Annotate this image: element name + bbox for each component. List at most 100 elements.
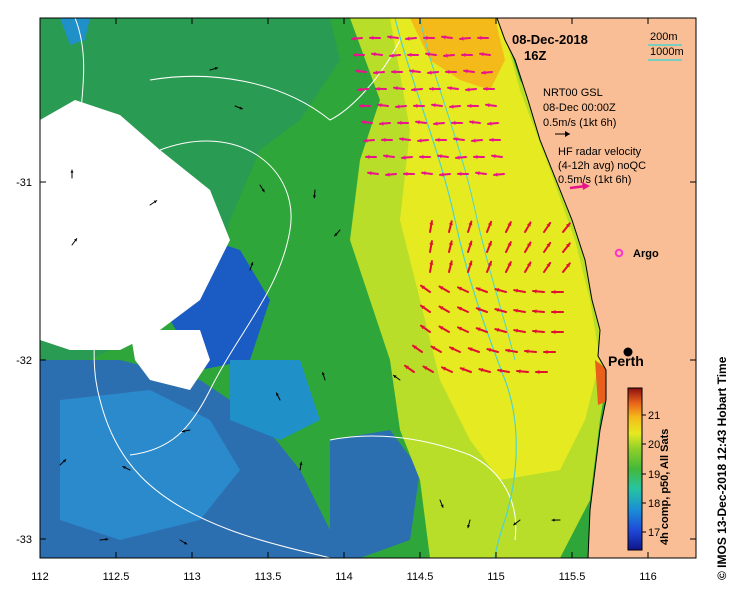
radar-arrow [485,103,497,108]
radar-legend-line3: 0.5m/s (1kt 6h) [558,174,631,186]
radar-arrow [505,221,512,233]
model-arrow [70,169,74,179]
radar-arrow [381,137,393,143]
radar-arrow [473,154,485,160]
cloud-gap-west [40,100,230,350]
radar-arrow [435,137,447,143]
radar-arrow [455,155,467,160]
radar-arrow [429,220,434,233]
radar-arrow [439,172,451,177]
isobath-200-label: 200m [650,31,678,43]
radar-arrow [371,52,383,57]
model-arrow [467,519,471,529]
perth-marker [623,347,633,357]
radar-arrow [487,121,499,126]
radar-arrow [429,240,434,253]
radar-arrow [562,242,571,253]
radar-arrow [467,240,473,253]
radar-arrow [562,262,571,273]
argo-label: Argo [633,248,659,260]
radar-arrow [415,120,427,125]
radar-arrow [505,241,512,253]
radar-arrow [486,260,493,273]
model-arrow [334,229,341,237]
zone-cyan [230,360,320,440]
x-tick-label: 115 [487,571,505,583]
date-label: 08-Dec-2018 [512,32,588,47]
isobath-1000m-north [149,39,401,121]
radar-arrow [369,35,381,41]
radar-arrow [401,155,413,160]
radar-arrow [377,103,389,108]
radar-arrow [438,325,450,333]
x-tick-label: 112 [31,571,49,583]
model-arrow [122,465,131,471]
colorbar-ticks: 17 18 19 20 21 [642,410,660,539]
radar-arrow [359,103,371,109]
radar-legend-line1: HF radar velocity [558,146,642,158]
x-tick-label: 113.5 [255,571,282,583]
radar-arrow [471,138,483,143]
plot-frame [39,17,697,559]
colorbar-tick-label: 19 [648,469,660,481]
model-legend-line2: 08-Dec 00:00Z [543,102,616,114]
model-arrow [513,519,521,526]
radar-arrow [361,120,373,125]
model-arrow [71,238,78,246]
x-tick-label: 113 [183,571,201,583]
radar-arrow [478,367,491,373]
radar-arrow [353,52,365,58]
radar-arrow [505,348,518,353]
radar-arrow [457,286,469,293]
radar-arrow [437,154,449,159]
radar-arrow [457,171,469,177]
radar-arrow [409,69,421,74]
radar-arrow [493,172,505,177]
radar-arrow [417,138,429,143]
colorbar-tick-label: 17 [648,527,660,539]
radar-arrow [532,289,545,294]
model-arrow [299,461,303,471]
radar-arrow [562,222,571,233]
perth-label: Perth [608,353,644,369]
radar-arrow [419,154,431,160]
radar-arrow [491,154,503,159]
radar-arrow [448,260,453,273]
radar-arrow [379,121,391,126]
hour-label: 16Z [524,48,546,63]
model-arrow [234,105,243,110]
model-arrow [259,184,265,193]
radar-arrow [467,103,479,109]
radar-arrow [513,288,526,293]
zone-blue-south [330,430,420,558]
radar-arrow [413,103,425,109]
radar-arrow [441,35,453,40]
model-arrow [59,459,67,466]
radar-arrow [403,364,415,373]
cloud-gap-small [130,330,210,390]
radar-arrow [489,137,501,143]
model-arrow [149,200,158,206]
radar-arrow [524,241,532,253]
radar-arrow [505,261,512,273]
radar-arrow [481,70,493,75]
model-arrow [393,374,401,381]
radar-arrow [494,307,507,313]
hf-radar-vectors [351,35,571,375]
radar-arrow [551,329,564,335]
radar-arrow [449,104,461,109]
radar-arrow [423,35,435,41]
radar-arrow [411,87,423,92]
land-western-australia [496,18,696,558]
model-arrow [439,499,444,508]
radar-arrow [363,138,375,143]
radar-arrow [395,104,407,109]
radar-arrow [475,327,488,333]
radar-arrow [494,327,507,333]
radar-arrow [479,52,491,57]
radar-arrow [393,86,405,91]
radar-arrow [532,309,545,314]
radar-arrow [459,367,472,373]
radar-arrow [403,171,415,177]
